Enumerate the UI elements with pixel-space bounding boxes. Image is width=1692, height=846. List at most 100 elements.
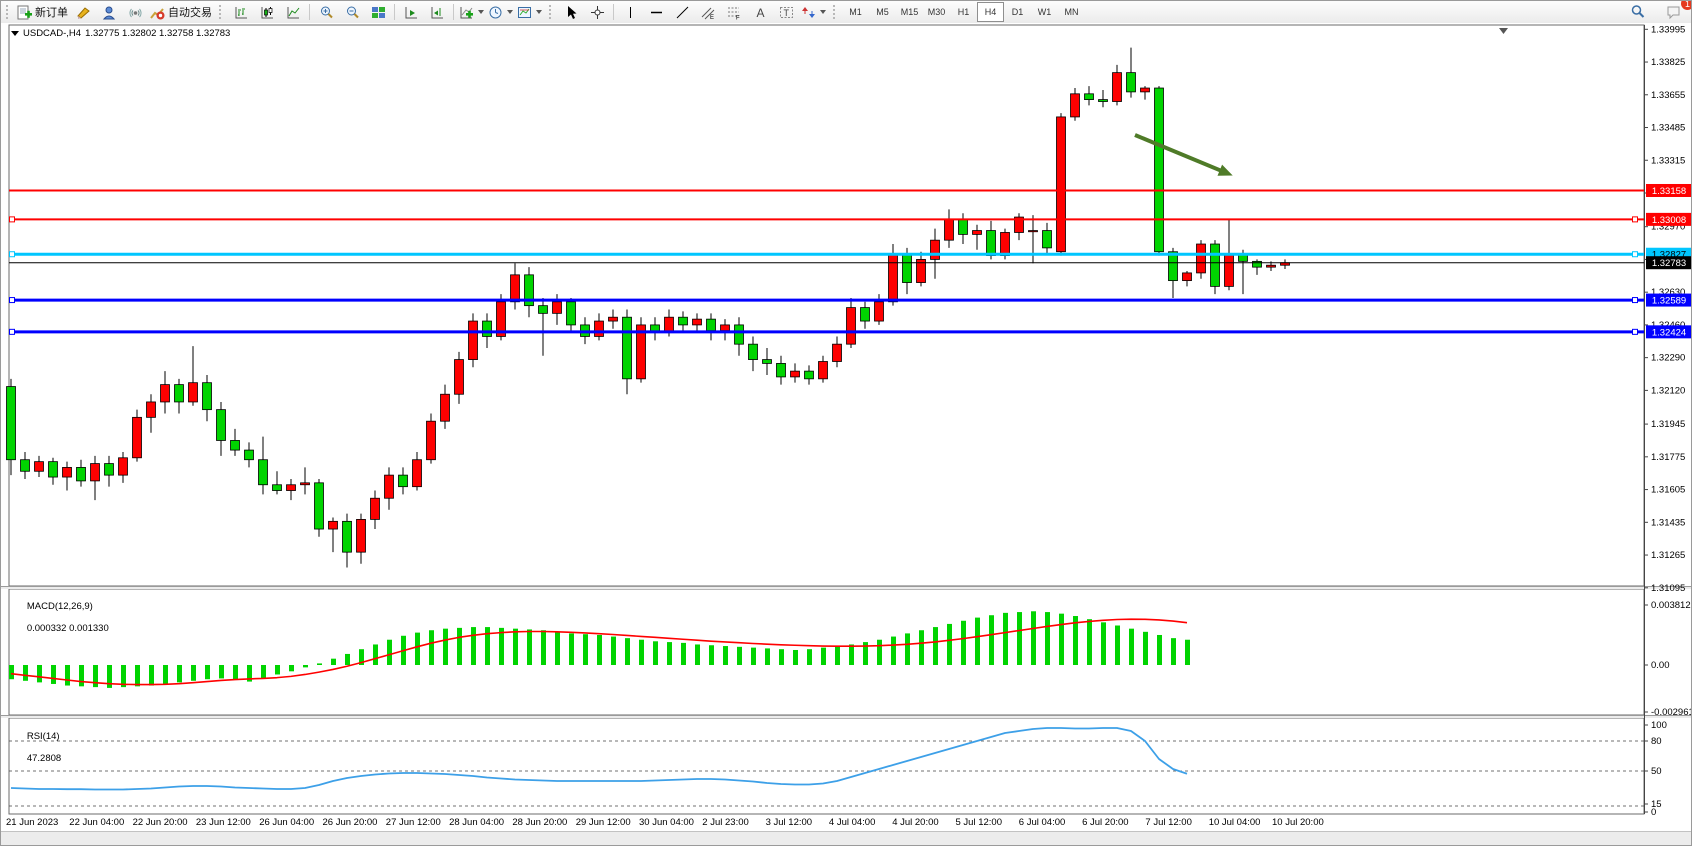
chart-symbol: USDCAD-,H4	[23, 28, 82, 39]
macd-bar	[51, 665, 56, 684]
macd-bar	[303, 665, 308, 668]
line-chart-button[interactable]	[280, 2, 306, 22]
macd-bar	[345, 653, 350, 665]
chart-shift-marker[interactable]	[1499, 28, 1508, 34]
candle-body	[622, 316, 632, 380]
tf-button-D1[interactable]: D1	[1011, 7, 1024, 17]
hline-handle[interactable]	[1632, 216, 1638, 223]
tf-button-H1[interactable]: H1	[957, 7, 970, 17]
auto-scroll-button[interactable]	[398, 2, 424, 22]
pane-splitter[interactable]	[1, 715, 1692, 718]
zoom-out-button[interactable]	[339, 2, 365, 22]
navigator-button[interactable]	[96, 2, 122, 22]
navigator-icon	[102, 5, 117, 20]
macd-bar	[1157, 634, 1162, 665]
trend-arrow-line[interactable]	[1134, 133, 1223, 173]
candlestick-chart-button[interactable]	[254, 2, 280, 22]
notifications-button[interactable]: 1	[1661, 1, 1691, 22]
tf-button-M5[interactable]: M5	[876, 7, 889, 17]
hline-handle[interactable]	[1632, 297, 1638, 304]
tile-windows-button[interactable]	[365, 2, 391, 22]
tf-button-W1[interactable]: W1	[1037, 7, 1052, 17]
candle-body	[104, 463, 114, 476]
template-icon	[517, 5, 532, 20]
rsi-axis-label: 0	[1651, 807, 1656, 818]
templates-button[interactable]	[515, 2, 544, 22]
horizontal-line-button[interactable]	[643, 2, 669, 22]
new-order-button[interactable]: 新订单	[15, 2, 70, 22]
macd-bar	[667, 642, 672, 665]
price-tag: 1.32589	[1646, 293, 1691, 307]
chart-area[interactable]: 1.33995 1.33825 1.33655 1.33485 1.33315 1.331…	[1, 23, 1692, 831]
macd-bar	[1143, 631, 1148, 665]
arrows-button[interactable]	[799, 2, 828, 22]
candle-body	[706, 318, 716, 332]
main-pane[interactable]	[8, 24, 1645, 587]
hline-handle[interactable]	[9, 216, 15, 223]
hline-handle[interactable]	[9, 328, 15, 335]
hline-handle[interactable]	[9, 297, 15, 304]
time-axis-label: 29 Jun 12:00	[576, 817, 631, 828]
fibonacci-button[interactable]: F	[721, 2, 747, 22]
market-watch-button[interactable]	[70, 2, 96, 22]
time-axis-label: 6 Jul 04:00	[1019, 817, 1065, 828]
macd-axis-label: 0.003812	[1651, 600, 1691, 611]
auto-scroll-icon	[404, 5, 419, 20]
price-tag-text: 1.33158	[1652, 186, 1686, 197]
periods-button[interactable]	[486, 2, 515, 22]
autotrading-button[interactable]: 自动交易	[148, 2, 214, 22]
candle-body	[412, 459, 422, 488]
candle-body	[748, 343, 758, 360]
hline-1.32424[interactable]	[9, 328, 1644, 335]
channel-button[interactable]: E	[695, 2, 721, 22]
symbol-dropdown-icon[interactable]	[11, 31, 19, 36]
tf-button-M1[interactable]: M1	[849, 7, 862, 17]
indicators-button[interactable]	[457, 2, 486, 22]
candle-body	[216, 409, 226, 441]
pane-splitter[interactable]	[1, 586, 1692, 589]
trend-arrow-head[interactable]	[1217, 164, 1233, 176]
hline-1.33008[interactable]	[9, 216, 1644, 223]
tf-button-MN[interactable]: MN	[1064, 7, 1079, 17]
rsi-pane[interactable]	[8, 717, 1645, 815]
trendline-button[interactable]	[669, 2, 695, 22]
hline-1.32827[interactable]	[9, 251, 1644, 258]
tf-button-M15[interactable]: M15	[900, 7, 919, 17]
hline-handle[interactable]	[9, 251, 15, 258]
bar-chart-icon	[234, 5, 249, 20]
zoom-in-button[interactable]	[313, 2, 339, 22]
tf-button-M30[interactable]: M30	[927, 7, 946, 17]
macd-pane[interactable]	[8, 588, 1645, 716]
vertical-line-button[interactable]	[617, 2, 643, 22]
candle-body	[1112, 72, 1122, 102]
rsi-axis-label: 100	[1651, 720, 1667, 731]
rsi-axis-label: 50	[1651, 766, 1662, 777]
chart-shift-button[interactable]	[424, 2, 450, 22]
hline-handle[interactable]	[1632, 328, 1638, 335]
cursor-button[interactable]	[558, 2, 584, 22]
svg-text:A: A	[756, 6, 764, 20]
macd-bar	[191, 665, 196, 681]
crosshair-button[interactable]	[584, 2, 610, 22]
clock-icon	[488, 5, 503, 20]
candle-body	[776, 363, 786, 378]
text-label-button[interactable]: T	[773, 2, 799, 22]
trend-arrow[interactable]	[1134, 133, 1233, 176]
macd-bar	[821, 647, 826, 665]
search-button[interactable]	[1625, 2, 1651, 22]
candle-body	[678, 316, 688, 326]
tf-button-H4[interactable]: H4	[977, 2, 1004, 22]
chart-canvas[interactable]: 1.33995 1.33825 1.33655 1.33485 1.33315 1.331…	[1, 23, 1692, 831]
text-button[interactable]: A	[747, 2, 773, 22]
candle-body	[146, 401, 156, 418]
candle-body	[1084, 93, 1094, 100]
main-toolbar: 新订单 自动交易	[1, 1, 1691, 24]
toolbar-right: 1	[1625, 1, 1691, 23]
hline-handle[interactable]	[1632, 251, 1638, 258]
rsi-value: 47.2808	[26, 753, 62, 764]
signal-button[interactable]	[122, 2, 148, 22]
macd-bar	[219, 665, 224, 679]
candle-body	[384, 474, 394, 499]
hline-1.32589[interactable]	[9, 297, 1644, 304]
bar-chart-button[interactable]	[228, 2, 254, 22]
